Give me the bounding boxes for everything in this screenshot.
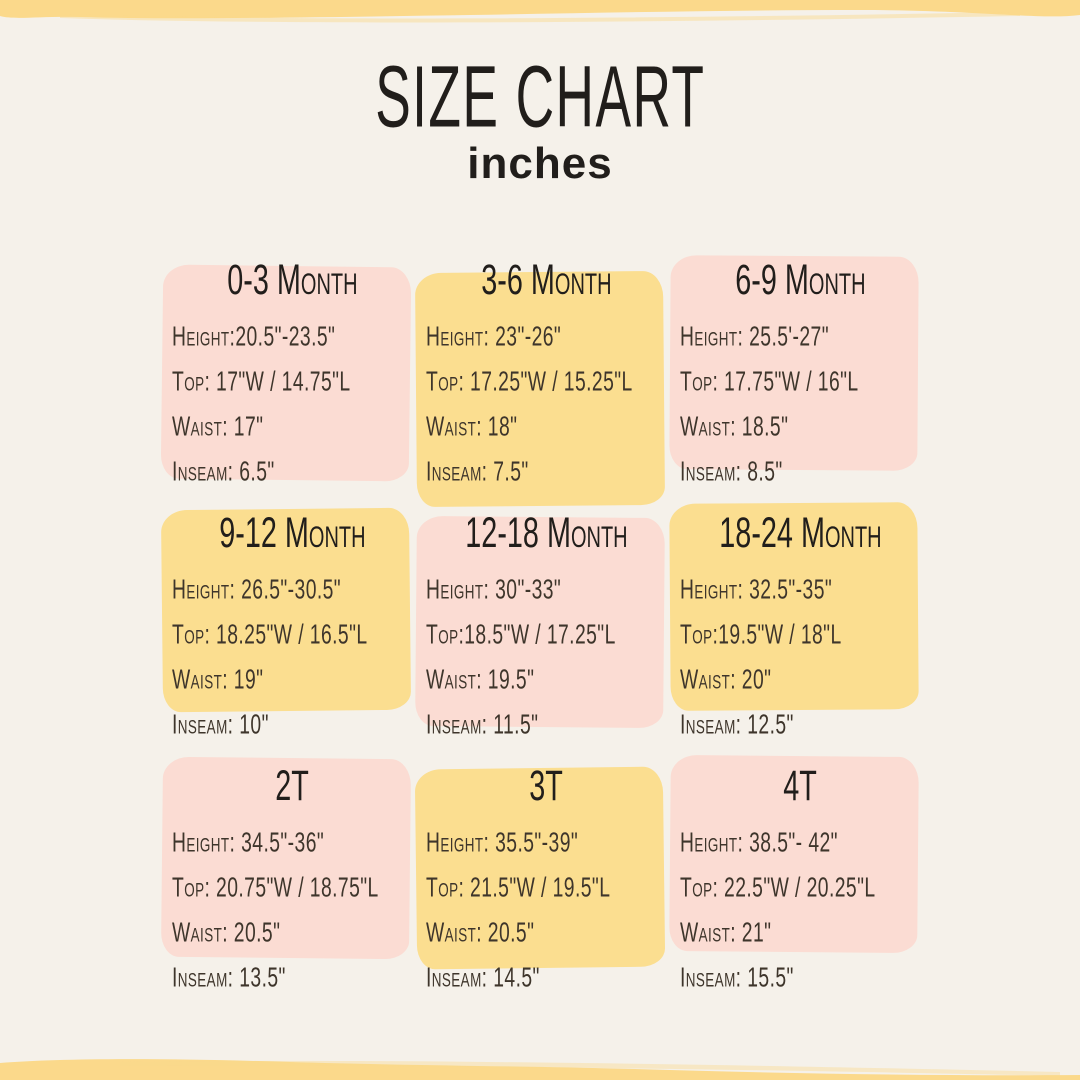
inseam-row: Inseam: 7.5" [426, 455, 529, 487]
height-row: Height: 34.5"-36" [172, 826, 325, 858]
top-row: Top: 17.75"W / 16"L [680, 365, 859, 397]
size-card-4t: 4T Height: 38.5"- 42" Top: 22.5"W / 20.2… [669, 754, 920, 1016]
page-header: SIZE CHART inches [0, 47, 1080, 188]
height-row: Height:20.5"-23.5" [172, 320, 336, 352]
size-card-title: 2T [275, 761, 309, 810]
top-row: Top: 20.75"W / 18.75"L [172, 871, 379, 903]
inseam-row: Inseam: 15.5" [680, 961, 794, 993]
inseam-row: Inseam: 13.5" [172, 961, 286, 993]
top-row: Top: 18.25"W / 16.5"L [172, 618, 368, 650]
size-card-title: 3-6 Month [480, 255, 612, 304]
waist-row: Waist: 19.5" [426, 663, 535, 695]
waist-row: Waist: 20.5" [426, 916, 535, 948]
inseam-row: Inseam: 6.5" [172, 455, 275, 487]
size-card-title: 6-9 Month [734, 255, 866, 304]
waist-row: Waist: 20" [680, 663, 772, 695]
size-card-3t: 3T Height: 35.5"-39" Top: 21.5"W / 19.5"… [414, 756, 666, 1016]
height-row: Height: 30"-33" [426, 573, 562, 605]
waist-row: Waist: 20.5" [172, 916, 281, 948]
inseam-row: Inseam: 8.5" [680, 455, 783, 487]
inseam-row: Inseam: 12.5" [680, 708, 794, 740]
top-row: Top: 21.5"W / 19.5"L [426, 871, 611, 903]
waist-row: Waist: 21" [680, 916, 772, 948]
inseam-row: Inseam: 14.5" [426, 961, 540, 993]
size-card-title: 18-24 Month [718, 508, 882, 557]
top-wave-decoration [0, 0, 1080, 23]
size-card-12-18-month: 12-18 Month Height: 30"-33" Top:18.5"W /… [415, 503, 666, 756]
size-card-0-3-month: 0-3 Month Height:20.5"-23.5" Top: 17"W /… [160, 250, 412, 503]
height-row: Height: 25.5'-27" [680, 320, 829, 352]
size-card-3-6-month: 3-6 Month Height: 23"-26" Top: 17.25"W /… [414, 250, 666, 508]
waist-row: Waist: 17" [172, 410, 264, 442]
waist-row: Waist: 18.5" [680, 410, 789, 442]
size-card-2t: 2T Height: 34.5"-36" Top: 20.75"W / 18.7… [160, 756, 412, 1016]
top-row: Top: 17"W / 14.75"L [172, 365, 351, 397]
top-row: Top:18.5"W / 17.25"L [426, 618, 616, 650]
page-title: SIZE CHART [374, 47, 706, 146]
size-card-9-12-month: 9-12 Month Height: 26.5"-30.5" Top: 18.2… [160, 503, 412, 756]
inseam-row: Inseam: 10" [172, 708, 269, 740]
top-row: Top: 22.5"W / 20.25"L [680, 871, 876, 903]
height-row: Height: 26.5"-30.5" [172, 573, 342, 605]
height-row: Height: 35.5"-39" [426, 826, 579, 858]
size-card-title: 3T [529, 761, 563, 810]
top-row: Top:19.5"W / 18"L [680, 618, 842, 650]
top-row: Top: 17.25"W / 15.25"L [426, 365, 633, 397]
size-card-title: 12-18 Month [464, 508, 628, 557]
height-row: Height: 38.5"- 42" [680, 826, 838, 858]
height-row: Height: 32.5"-35" [680, 573, 833, 605]
bottom-wave-decoration [0, 1059, 1080, 1080]
page-subtitle: inches [467, 138, 613, 188]
size-card-6-9-month: 6-9 Month Height: 25.5'-27" Top: 17.75"W… [669, 250, 920, 503]
inseam-row: Inseam: 11.5" [426, 708, 539, 740]
size-card-title: 9-12 Month [218, 508, 366, 557]
size-card-18-24-month: 18-24 Month Height: 32.5"-35" Top:19.5"W… [669, 502, 920, 756]
waist-row: Waist: 19" [172, 663, 264, 695]
waist-row: Waist: 18" [426, 410, 518, 442]
size-grid: 0-3 Month Height:20.5"-23.5" Top: 17"W /… [160, 250, 920, 1016]
height-row: Height: 23"-26" [426, 320, 562, 352]
size-card-title: 4T [783, 761, 817, 810]
size-card-title: 0-3 Month [226, 255, 358, 304]
